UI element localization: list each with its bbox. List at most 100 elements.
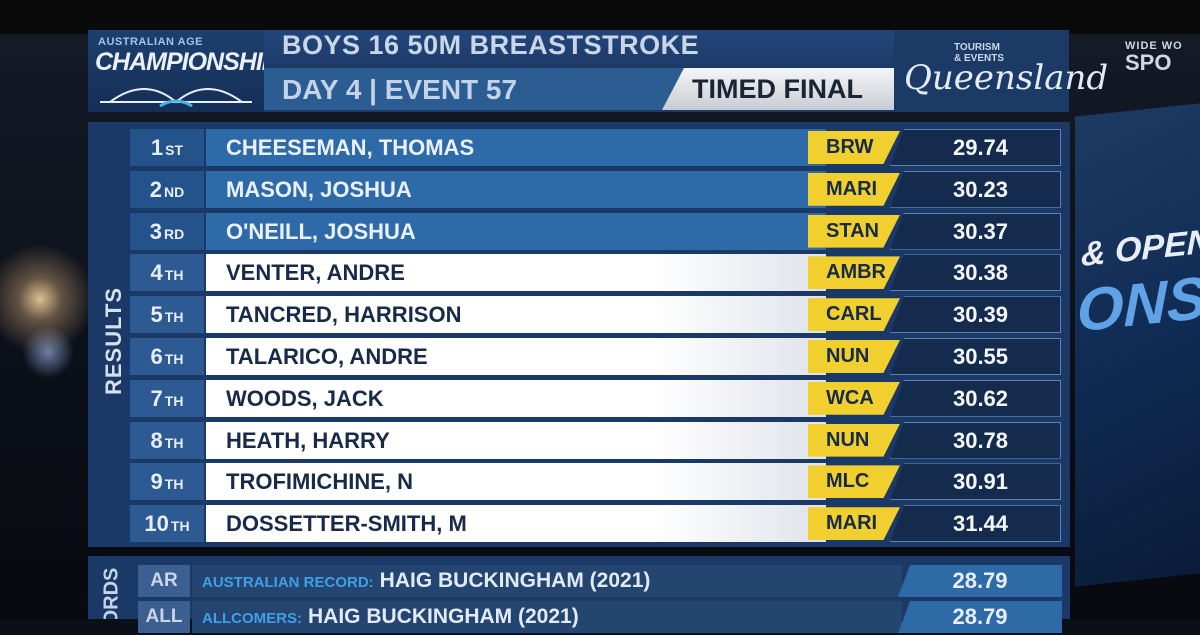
race-time: 29.74 (890, 129, 1061, 166)
club-badge: MARI (808, 507, 900, 541)
race-time: 31.44 (890, 505, 1061, 543)
club-badge: STAN (808, 214, 900, 248)
rank-suffix: TH (164, 392, 184, 409)
record-time: 28.79 (898, 565, 1062, 597)
club-badge: NUN (808, 340, 900, 373)
record-code: ALL (138, 601, 190, 633)
championships-logo: AUSTRALIAN AGE CHAMPIONSHIPS (88, 30, 294, 112)
background-screen: & OPEN ONSHI (1075, 103, 1200, 587)
rank-number: 3 (149, 218, 162, 244)
swimmer-name: TROFIMICHINE, N (206, 463, 826, 501)
sponsor-logo: TOURISM & EVENTS Queensland (894, 30, 1108, 112)
record-label: AUSTRALIAN RECORD: (202, 574, 374, 591)
record-holder: HAIG BUCKINGHAM (2021) (308, 605, 579, 628)
club-badge: BRW (808, 131, 900, 164)
rank-suffix: TH (164, 434, 184, 451)
rank-number: 8 (150, 427, 163, 453)
rank-suffix: RD (164, 225, 185, 242)
rank-suffix: TH (164, 351, 184, 367)
club-badge: WCA (808, 381, 900, 415)
rank-cell: 4 TH (130, 254, 204, 292)
rank-cell: 3 RD (130, 212, 204, 250)
rank-suffix: TH (164, 267, 184, 284)
result-row: 1 ST CHEESEMAN, THOMAS BRW 29.74 (130, 129, 1061, 166)
swimmer-name: TANCRED, HARRISON (206, 296, 826, 334)
rank-cell: 5 TH (130, 296, 204, 334)
broadcaster-logo-line1: WIDE WO (1125, 40, 1183, 52)
rank-cell: 2 ND (130, 170, 204, 208)
race-time: 30.23 (890, 170, 1061, 208)
sponsor-tagline-1: TOURISM (954, 42, 1000, 53)
result-row: 10 TH DOSSETTER-SMITH, M MARI 31.44 (130, 505, 1061, 543)
record-row: ALL ALLCOMERS: HAIG BUCKINGHAM (2021) 28.79 (138, 601, 1062, 633)
records-label: ORDS (100, 567, 123, 619)
record-holder: HAIG BUCKINGHAM (2021) (379, 569, 651, 592)
result-row: 7 TH WOODS, JACK WCA 30.62 (130, 379, 1061, 417)
event-info: DAY 4 | EVENT 57 (282, 74, 518, 105)
rank-suffix: TH (164, 309, 184, 326)
rank-cell: 8 TH (130, 421, 204, 459)
result-row: 9 TH TROFIMICHINE, N MLC 30.91 (130, 463, 1061, 501)
rank-number: 4 (150, 260, 163, 286)
broadcaster-logo-line2: SPO (1125, 50, 1172, 75)
logo-subtitle: AUSTRALIAN AGE (98, 36, 203, 48)
club-badge: AMBR (808, 256, 900, 290)
sponsor-tagline: TOURISM & EVENTS (954, 42, 1004, 64)
club-badge: NUN (808, 423, 900, 457)
race-time: 30.91 (890, 463, 1061, 501)
result-row: 2 ND MASON, JOSHUA MARI 30.23 (130, 170, 1061, 208)
event-info-bar: DAY 4 | EVENT 57 TIMED FINAL (264, 68, 894, 110)
sponsor-tagline-2: & EVENTS (954, 53, 1005, 64)
rank-suffix: ND (164, 183, 185, 200)
swimmer-name: DOSSETTER-SMITH, M (206, 505, 826, 543)
event-header: BOYS 16 50M BREASTSTROKE DAY 4 | EVENT 5… (264, 30, 894, 112)
rank-number: 2 (149, 176, 162, 202)
race-time: 30.38 (890, 254, 1061, 292)
records-side-label: ORDS (92, 565, 128, 619)
race-time: 30.55 (890, 338, 1061, 375)
club-badge: MARI (808, 172, 900, 206)
event-title-bar: BOYS 16 50M BREASTSTROKE (264, 30, 894, 64)
rank-number: 6 (150, 344, 163, 369)
club-badge: MLC (808, 465, 900, 499)
swimmer-name: VENTER, ANDRE (206, 254, 826, 292)
record-details: ALLCOMERS: HAIG BUCKINGHAM (2021) (192, 601, 902, 633)
club-badge: CARL (808, 298, 900, 332)
result-row: 5 TH TANCRED, HARRISON CARL 30.39 (130, 296, 1061, 334)
rank-cell: 7 TH (130, 379, 204, 417)
rank-number: 1 (150, 135, 164, 160)
heat-type-badge: TIMED FINAL (662, 68, 894, 110)
record-time: 28.79 (898, 601, 1062, 633)
broadcaster-logo: WIDE WO SPO (1125, 40, 1200, 80)
rank-number: 5 (150, 302, 163, 328)
rank-number: 7 (150, 385, 163, 411)
race-time: 30.39 (890, 296, 1061, 334)
rank-cell: 1 ST (130, 129, 204, 166)
rank-suffix: TH (164, 476, 184, 493)
result-row: 3 RD O'NEILL, JOSHUA STAN 30.37 (130, 212, 1061, 250)
rank-number: 10 (144, 511, 169, 537)
record-code: AR (138, 565, 190, 597)
event-title: BOYS 16 50M BREASTSTROKE (282, 30, 700, 60)
swimmer-name: CHEESEMAN, THOMAS (206, 129, 826, 166)
rank-suffix: ST (165, 142, 184, 158)
record-row: AR AUSTRALIAN RECORD: HAIG BUCKINGHAM (202… (138, 565, 1062, 597)
results-label: RESULTS (101, 286, 126, 396)
swimmer-name: MASON, JOSHUA (206, 170, 826, 208)
race-time: 30.37 (890, 212, 1061, 250)
results-side-label: RESULTS (92, 287, 128, 410)
swimmer-name: HEATH, HARRY (206, 421, 826, 459)
result-row: 8 TH HEATH, HARRY NUN 30.78 (130, 421, 1061, 459)
logo-title: CHAMPIONSHIPS (95, 48, 294, 76)
race-time: 30.62 (890, 379, 1061, 417)
rank-cell: 6 TH (130, 338, 204, 375)
record-details: AUSTRALIAN RECORD: HAIG BUCKINGHAM (2021) (192, 565, 902, 597)
race-time: 30.78 (890, 421, 1061, 459)
heat-type-label: TIMED FINAL (692, 74, 863, 104)
sponsor-name: Queensland (904, 58, 1109, 98)
top-bar (0, 0, 1200, 34)
result-row: 6 TH TALARICO, ANDRE NUN 30.55 (130, 338, 1061, 375)
rank-suffix: TH (170, 518, 190, 535)
swimmer-name: TALARICO, ANDRE (206, 338, 826, 375)
bridge-icon (100, 88, 252, 108)
